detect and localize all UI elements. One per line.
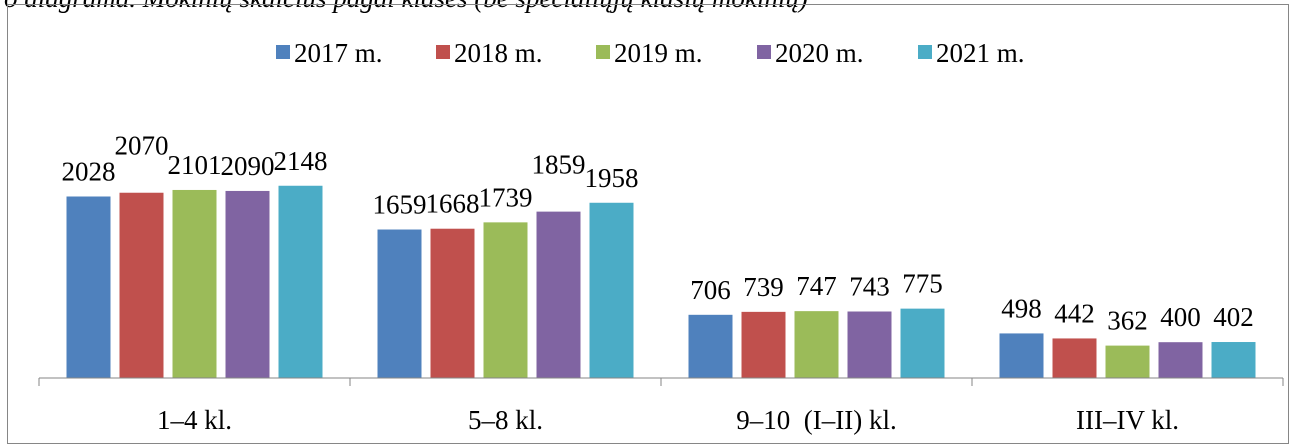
x-axis-ticks [38,378,1284,386]
bar [66,196,111,378]
data-label: 1659 [373,190,427,220]
bar [900,308,945,378]
legend-swatch [918,45,932,59]
bar-chart: 2017 m. 2018 m. 2019 m. 2020 m. 2021 m. 2028… [38,38,1284,435]
legend-swatch [276,45,290,59]
legend-label: 2021 m. [936,38,1025,68]
bar [847,311,892,378]
bar [741,311,786,378]
bar [377,229,422,378]
data-label: 1958 [585,163,639,193]
bar [430,228,475,378]
legend-label: 2018 m. [454,38,543,68]
data-label: 2148 [274,146,328,176]
legend-label: 2017 m. [294,38,383,68]
data-label: 2101 [168,150,222,180]
bar [536,211,581,378]
data-label: 775 [902,269,943,299]
bar [1105,345,1150,378]
data-label: 362 [1107,306,1148,336]
legend-label: 2019 m. [614,38,703,68]
bar [1211,342,1256,378]
bar [483,222,528,378]
data-label: 498 [1001,293,1042,323]
bar [278,185,323,378]
bar [794,311,839,378]
chart-frame: 2017 m. 2018 m. 2019 m. 2020 m. 2021 m. 2028… [7,4,1289,444]
bar [999,333,1044,378]
data-label: 706 [690,275,731,305]
data-label: 1739 [479,182,533,212]
data-label: 2070 [115,131,169,161]
legend-swatch [596,45,610,59]
legend-label: 2020 m. [775,38,864,68]
x-tick-label: III–IV kl. [1076,405,1179,435]
bars [66,185,1256,378]
legend-swatch [757,45,771,59]
bar [1052,338,1097,378]
bar [1158,342,1203,378]
bar [172,189,217,378]
bar [688,314,733,378]
bar [119,192,164,378]
x-tick-label: 5–8 kl. [468,405,543,435]
data-label: 747 [796,271,837,301]
data-label: 400 [1160,302,1201,332]
data-label: 2090 [221,151,275,181]
data-label: 1859 [532,150,586,180]
figure-caption: o diagrama. Mokinių skaičius pagal klase… [4,0,808,14]
data-label: 2028 [62,156,116,186]
legend-swatch [436,45,450,59]
legend: 2017 m. 2018 m. 2019 m. 2020 m. 2021 m. [276,38,1025,68]
x-tick-label: 1–4 kl. [157,405,232,435]
data-label: 442 [1054,298,1095,328]
data-label: 739 [743,272,784,302]
x-tick-label: 9–10 (I–II) kl. [736,405,896,435]
bar [589,202,634,378]
bar [225,190,270,378]
data-label: 1668 [426,189,480,219]
x-axis-tick-labels: 1–4 kl. 5–8 kl. 9–10 (I–II) kl. III–IV kl. [157,405,1179,435]
data-label: 402 [1213,302,1254,332]
data-label: 743 [849,272,890,302]
